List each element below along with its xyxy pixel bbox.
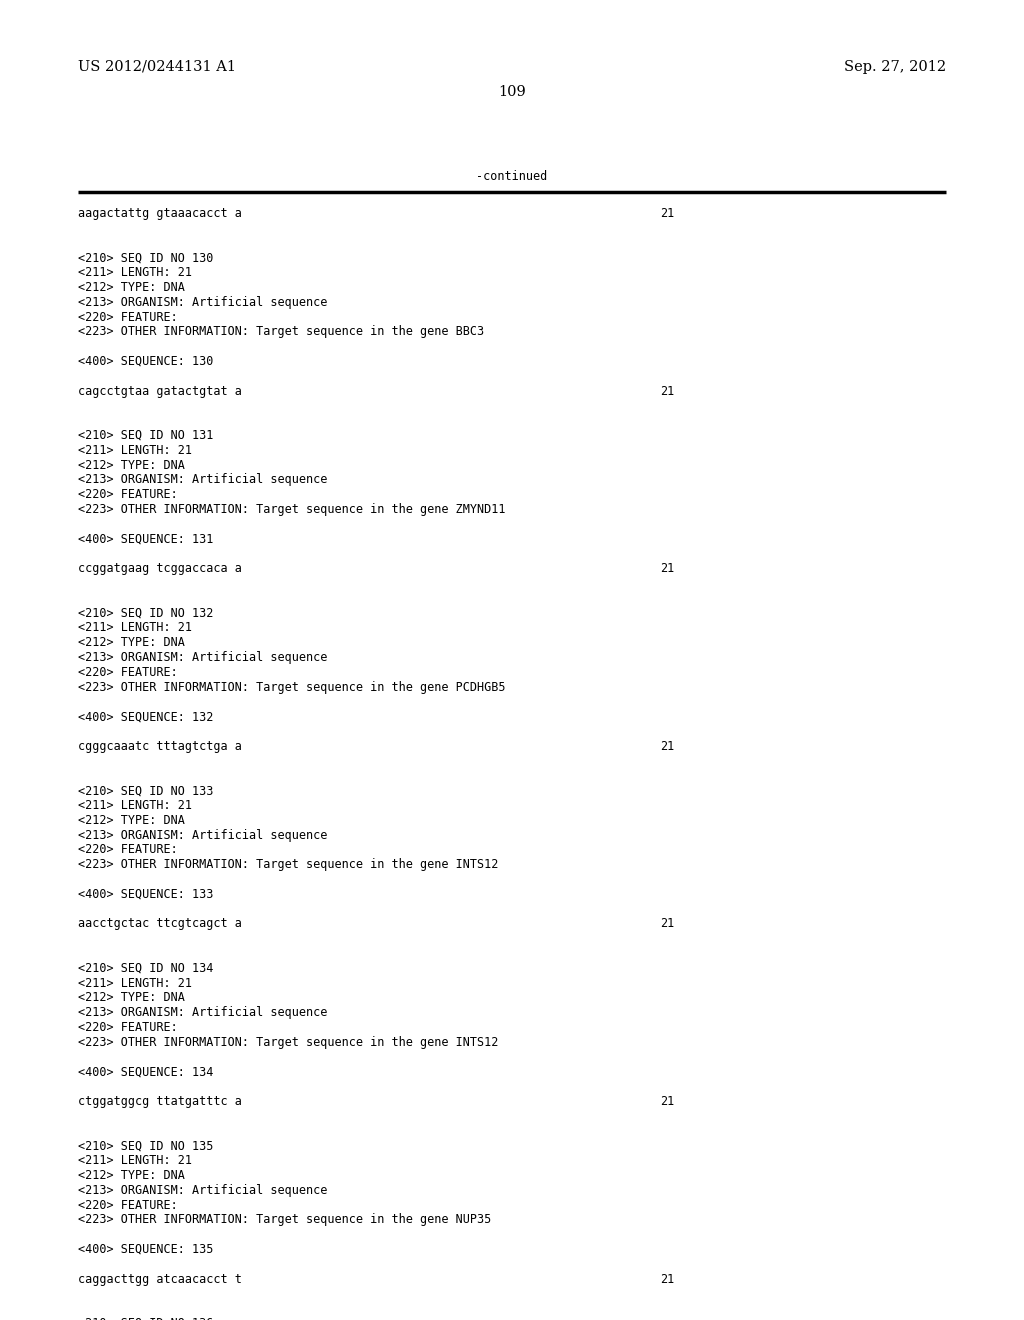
Text: <211> LENGTH: 21: <211> LENGTH: 21 bbox=[78, 267, 193, 280]
Text: <223> OTHER INFORMATION: Target sequence in the gene INTS12: <223> OTHER INFORMATION: Target sequence… bbox=[78, 858, 499, 871]
Text: <400> SEQUENCE: 132: <400> SEQUENCE: 132 bbox=[78, 710, 213, 723]
Text: <210> SEQ ID NO 131: <210> SEQ ID NO 131 bbox=[78, 429, 213, 442]
Text: <211> LENGTH: 21: <211> LENGTH: 21 bbox=[78, 622, 193, 635]
Text: cgggcaaatc tttagtctga a: cgggcaaatc tttagtctga a bbox=[78, 739, 242, 752]
Text: ccggatgaag tcggaccaca a: ccggatgaag tcggaccaca a bbox=[78, 562, 242, 576]
Text: <212> TYPE: DNA: <212> TYPE: DNA bbox=[78, 636, 185, 649]
Text: <220> FEATURE:: <220> FEATURE: bbox=[78, 1020, 178, 1034]
Text: aagactattg gtaaacacct a: aagactattg gtaaacacct a bbox=[78, 207, 242, 220]
Text: <210> SEQ ID NO 133: <210> SEQ ID NO 133 bbox=[78, 784, 213, 797]
Text: <211> LENGTH: 21: <211> LENGTH: 21 bbox=[78, 977, 193, 990]
Text: 21: 21 bbox=[660, 917, 674, 931]
Text: <211> LENGTH: 21: <211> LENGTH: 21 bbox=[78, 799, 193, 812]
Text: <213> ORGANISM: Artificial sequence: <213> ORGANISM: Artificial sequence bbox=[78, 296, 328, 309]
Text: <210> SEQ ID NO 134: <210> SEQ ID NO 134 bbox=[78, 962, 213, 974]
Text: cagcctgtaa gatactgtat a: cagcctgtaa gatactgtat a bbox=[78, 384, 242, 397]
Text: <223> OTHER INFORMATION: Target sequence in the gene INTS12: <223> OTHER INFORMATION: Target sequence… bbox=[78, 1036, 499, 1049]
Text: 21: 21 bbox=[660, 1272, 674, 1286]
Text: 21: 21 bbox=[660, 384, 674, 397]
Text: <220> FEATURE:: <220> FEATURE: bbox=[78, 843, 178, 857]
Text: <220> FEATURE:: <220> FEATURE: bbox=[78, 1199, 178, 1212]
Text: <400> SEQUENCE: 134: <400> SEQUENCE: 134 bbox=[78, 1065, 213, 1078]
Text: <211> LENGTH: 21: <211> LENGTH: 21 bbox=[78, 444, 193, 457]
Text: <400> SEQUENCE: 131: <400> SEQUENCE: 131 bbox=[78, 532, 213, 545]
Text: 21: 21 bbox=[660, 739, 674, 752]
Text: <213> ORGANISM: Artificial sequence: <213> ORGANISM: Artificial sequence bbox=[78, 474, 328, 486]
Text: <213> ORGANISM: Artificial sequence: <213> ORGANISM: Artificial sequence bbox=[78, 1006, 328, 1019]
Text: <212> TYPE: DNA: <212> TYPE: DNA bbox=[78, 1170, 185, 1181]
Text: caggacttgg atcaacacct t: caggacttgg atcaacacct t bbox=[78, 1272, 242, 1286]
Text: <220> FEATURE:: <220> FEATURE: bbox=[78, 665, 178, 678]
Text: <212> TYPE: DNA: <212> TYPE: DNA bbox=[78, 458, 185, 471]
Text: US 2012/0244131 A1: US 2012/0244131 A1 bbox=[78, 59, 236, 74]
Text: aacctgctac ttcgtcagct a: aacctgctac ttcgtcagct a bbox=[78, 917, 242, 931]
Text: <210> SEQ ID NO 135: <210> SEQ ID NO 135 bbox=[78, 1139, 213, 1152]
Text: <213> ORGANISM: Artificial sequence: <213> ORGANISM: Artificial sequence bbox=[78, 651, 328, 664]
Text: <212> TYPE: DNA: <212> TYPE: DNA bbox=[78, 991, 185, 1005]
Text: <212> TYPE: DNA: <212> TYPE: DNA bbox=[78, 814, 185, 826]
Text: <223> OTHER INFORMATION: Target sequence in the gene NUP35: <223> OTHER INFORMATION: Target sequence… bbox=[78, 1213, 492, 1226]
Text: <210> SEQ ID NO 136: <210> SEQ ID NO 136 bbox=[78, 1317, 213, 1320]
Text: <400> SEQUENCE: 130: <400> SEQUENCE: 130 bbox=[78, 355, 213, 368]
Text: <213> ORGANISM: Artificial sequence: <213> ORGANISM: Artificial sequence bbox=[78, 1184, 328, 1197]
Text: <220> FEATURE:: <220> FEATURE: bbox=[78, 488, 178, 502]
Text: -continued: -continued bbox=[476, 170, 548, 183]
Text: 109: 109 bbox=[498, 84, 526, 99]
Text: <400> SEQUENCE: 135: <400> SEQUENCE: 135 bbox=[78, 1243, 213, 1257]
Text: <220> FEATURE:: <220> FEATURE: bbox=[78, 310, 178, 323]
Text: 21: 21 bbox=[660, 1096, 674, 1107]
Text: Sep. 27, 2012: Sep. 27, 2012 bbox=[844, 59, 946, 74]
Text: <223> OTHER INFORMATION: Target sequence in the gene ZMYND11: <223> OTHER INFORMATION: Target sequence… bbox=[78, 503, 506, 516]
Text: 21: 21 bbox=[660, 207, 674, 220]
Text: 21: 21 bbox=[660, 562, 674, 576]
Text: <223> OTHER INFORMATION: Target sequence in the gene BBC3: <223> OTHER INFORMATION: Target sequence… bbox=[78, 326, 484, 338]
Text: <210> SEQ ID NO 130: <210> SEQ ID NO 130 bbox=[78, 251, 213, 264]
Text: ctggatggcg ttatgatttc a: ctggatggcg ttatgatttc a bbox=[78, 1096, 242, 1107]
Text: <400> SEQUENCE: 133: <400> SEQUENCE: 133 bbox=[78, 888, 213, 900]
Text: <211> LENGTH: 21: <211> LENGTH: 21 bbox=[78, 1154, 193, 1167]
Text: <223> OTHER INFORMATION: Target sequence in the gene PCDHGB5: <223> OTHER INFORMATION: Target sequence… bbox=[78, 681, 506, 693]
Text: <212> TYPE: DNA: <212> TYPE: DNA bbox=[78, 281, 185, 294]
Text: <213> ORGANISM: Artificial sequence: <213> ORGANISM: Artificial sequence bbox=[78, 829, 328, 842]
Text: <210> SEQ ID NO 132: <210> SEQ ID NO 132 bbox=[78, 607, 213, 619]
